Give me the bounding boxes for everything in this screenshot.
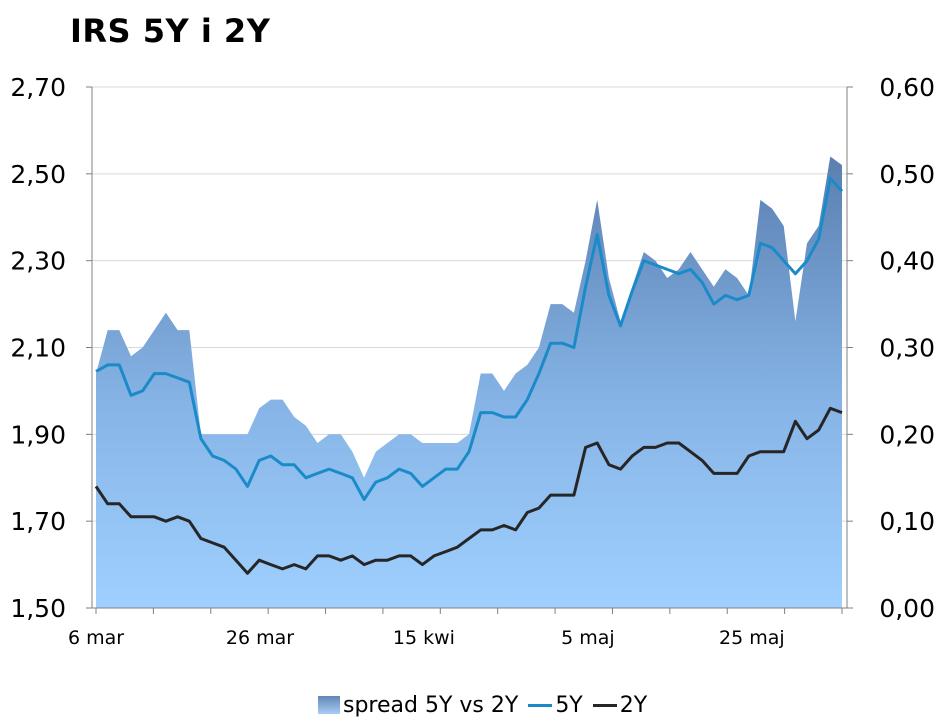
series-area-spread — [96, 156, 842, 608]
legend-item-5y: 5Y — [528, 692, 583, 718]
y-right-tick-label: 0,00 — [879, 594, 935, 623]
x-tick-label: 5 maj — [561, 627, 615, 649]
y-left-tick-label: 2,30 — [10, 247, 66, 276]
series-line-2y — [94, 406, 843, 575]
y-right-tick-label: 0,30 — [879, 334, 935, 363]
chart-plot: 1,50 0,00 1,70 0,10 1,90 0,20 2,10 0,30 2,30 0,40… — [10, 73, 935, 649]
x-tick-label: 15 kwi — [393, 627, 455, 649]
y-right-tick-label: 0,20 — [879, 420, 935, 449]
y-right-tick-label: 0,40 — [879, 247, 935, 276]
legend-swatch-2y — [592, 703, 617, 707]
chart-title: IRS 5Y i 2Y — [70, 12, 271, 50]
legend-item-2y: 2Y — [592, 692, 648, 718]
legend-item-spread: spread 5Y vs 2Y — [318, 693, 518, 718]
x-tick-label: 6 mar — [68, 627, 124, 649]
y-right-tick-label: 0,50 — [879, 160, 935, 189]
y-left-tick-label: 2,50 — [10, 160, 66, 189]
y-left-tick-label: 2,10 — [10, 334, 66, 363]
legend-swatch-spread — [318, 696, 340, 714]
y-right-tick-label: 0,60 — [879, 73, 935, 102]
legend-label-spread: spread 5Y vs 2Y — [343, 692, 519, 718]
y-left-tick-label: 1,50 — [10, 594, 66, 623]
series-line-5y — [95, 176, 844, 501]
legend-label-5y: 5Y — [555, 692, 583, 718]
x-tick-label: 25 maj — [719, 627, 785, 649]
legend-label-2y: 2Y — [619, 692, 648, 718]
y-left-tick-label: 1,90 — [10, 420, 66, 449]
legend-swatch-5y — [528, 703, 553, 707]
x-tick-label: 26 mar — [226, 627, 294, 649]
y-left-tick-label: 1,70 — [10, 507, 66, 536]
chart-legend: spread 5Y vs 2Y 5Y 2Y — [318, 688, 657, 722]
y-right-tick-label: 0,10 — [879, 507, 935, 536]
y-left-tick-label: 2,70 — [10, 73, 66, 102]
